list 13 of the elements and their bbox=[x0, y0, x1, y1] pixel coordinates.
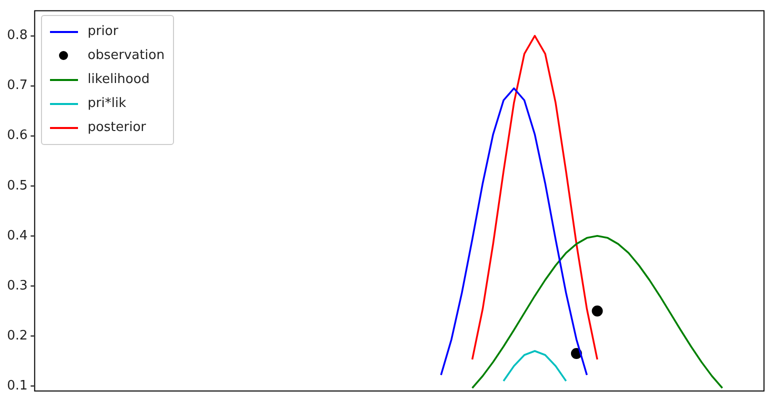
legend-label: pri*lik bbox=[88, 96, 126, 112]
y-tick-label: 0.7 bbox=[6, 78, 28, 94]
y-tick-label: 0.4 bbox=[6, 228, 28, 244]
legend-label: observation bbox=[88, 48, 165, 64]
legend-label: likelihood bbox=[88, 72, 150, 88]
y-tick-label: 0.2 bbox=[6, 328, 28, 344]
legend-label: prior bbox=[88, 24, 118, 40]
y-tick-label: 0.1 bbox=[6, 378, 28, 394]
y-tick-label: 0.8 bbox=[6, 28, 28, 44]
y-tick-label: 0.5 bbox=[6, 178, 28, 194]
y-tick-label: 0.6 bbox=[6, 128, 28, 144]
legend-label: posterior bbox=[88, 120, 146, 136]
y-tick-label: 0.3 bbox=[6, 278, 28, 294]
